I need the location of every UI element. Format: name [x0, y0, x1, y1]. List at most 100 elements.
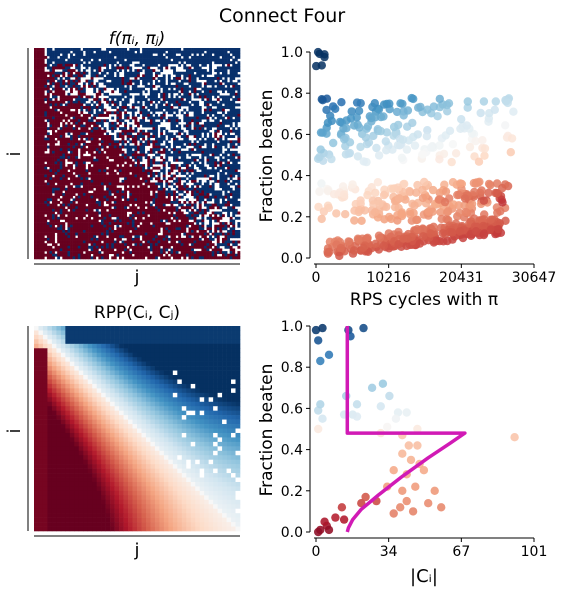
- f-heatmap-cell: [34, 237, 37, 241]
- f-heatmap-cell: [234, 140, 238, 144]
- f-heatmap-cell: [175, 142, 179, 146]
- f-heatmap-cell: [157, 245, 161, 249]
- f-heatmap-cell: [139, 108, 143, 112]
- f-heatmap-cell: [113, 100, 117, 104]
- f-heatmap-cell: [57, 74, 61, 78]
- f-heatmap-cell: [170, 211, 174, 215]
- f-heatmap-cell: [134, 156, 138, 160]
- f-heatmap-cell: [129, 219, 133, 223]
- f-heatmap-cell: [162, 235, 166, 239]
- f-heatmap-cell: [191, 61, 194, 65]
- f-heatmap-cell: [175, 227, 179, 231]
- f-heatmap-cell: [85, 248, 89, 252]
- f-heatmap-cell: [152, 132, 156, 136]
- f-heatmap-cell: [214, 119, 218, 123]
- f-heatmap-cell: [191, 50, 194, 54]
- f-heatmap-cell: [85, 182, 89, 186]
- f-heatmap-cell: [54, 113, 58, 117]
- f-heatmap-cell: [147, 71, 151, 75]
- f-heatmap-cell: [170, 153, 174, 157]
- f-heatmap-cell: [162, 158, 166, 162]
- f-heatmap-cell: [106, 190, 109, 194]
- f-heatmap-cell: [211, 216, 215, 220]
- f-heatmap-cell: [162, 95, 166, 99]
- f-heatmap-cell: [155, 129, 158, 133]
- f-heatmap-cell: [100, 190, 104, 194]
- f-heatmap-cell: [113, 198, 117, 202]
- f-heatmap-cell: [111, 166, 115, 170]
- f-heatmap-panel: f(πᵢ, πⱼ) j i: [4, 29, 241, 288]
- f-heatmap-cell: [232, 166, 236, 170]
- f-heatmap-cell: [118, 243, 122, 247]
- f-heatmap-cell: [75, 187, 79, 191]
- f-heatmap-cell: [193, 161, 197, 165]
- f-heatmap-cell: [221, 129, 225, 133]
- f-heatmap-cell: [44, 219, 48, 223]
- f-heatmap-cell: [198, 174, 202, 178]
- f-heatmap-cell: [88, 164, 91, 167]
- f-heatmap-cell: [170, 55, 174, 59]
- f-heatmap-cell: [49, 50, 53, 54]
- f-heatmap-cell: [229, 121, 233, 125]
- f-heatmap-cell: [198, 92, 202, 96]
- f-heatmap-cell: [52, 182, 55, 186]
- f-heatmap-cell: [98, 227, 102, 231]
- f-heatmap-cell: [111, 198, 115, 202]
- f-heatmap-cell: [142, 132, 146, 136]
- f-heatmap-cell: [72, 179, 76, 183]
- f-heatmap-cell: [85, 195, 89, 199]
- f-heatmap-cell: [157, 206, 161, 210]
- f-heatmap-cell: [152, 106, 156, 109]
- f-heatmap-cell: [41, 208, 45, 212]
- f-heatmap-cell: [203, 251, 207, 255]
- f-heatmap-cell: [75, 177, 79, 181]
- f-heatmap-cell: [124, 187, 128, 191]
- f-heatmap-cell: [183, 87, 187, 91]
- f-heatmap-cell: [134, 251, 138, 255]
- f-heatmap-cell: [41, 187, 45, 191]
- f-heatmap-cell: [232, 69, 236, 73]
- f-heatmap-cell: [193, 229, 197, 233]
- f-heatmap-cell: [49, 245, 53, 249]
- f-heatmap-cell: [227, 224, 231, 228]
- f-heatmap-cell: [183, 243, 187, 247]
- f-heatmap-cell: [173, 100, 176, 104]
- f-heatmap-cell: [237, 235, 241, 239]
- f-heatmap-cell: [52, 195, 55, 199]
- f-heatmap-cell: [49, 158, 53, 162]
- f-heatmap-cell: [137, 229, 140, 233]
- f-heatmap-cell: [139, 153, 143, 157]
- f-heatmap-cell: [95, 179, 99, 183]
- f-heatmap-cell: [41, 190, 45, 194]
- f-heatmap-cell: [44, 185, 48, 189]
- f-heatmap-cell: [70, 140, 73, 144]
- f-heatmap-cell: [234, 55, 238, 59]
- f-heatmap-cell: [46, 158, 50, 162]
- f-heatmap-cell: [232, 179, 236, 183]
- f-heatmap-cell: [227, 55, 231, 59]
- f-heatmap-cell: [183, 171, 187, 175]
- f-heatmap-cell: [232, 174, 236, 178]
- f-heatmap-cell: [183, 71, 187, 75]
- f-heatmap-cell: [82, 227, 86, 231]
- f-heatmap-cell: [108, 100, 112, 104]
- f-heatmap-cell: [219, 116, 223, 120]
- f-heatmap-cell: [237, 174, 241, 178]
- f-heatmap-cell: [41, 50, 45, 54]
- f-heatmap-cell: [95, 219, 99, 223]
- f-heatmap-cell: [54, 253, 58, 257]
- f-heatmap-cell: [229, 198, 233, 202]
- f-heatmap-cell: [216, 58, 220, 62]
- f-heatmap-cell: [100, 203, 104, 207]
- f-heatmap-cell: [149, 185, 153, 189]
- f-heatmap-cell: [44, 87, 48, 91]
- f-heatmap-cell: [88, 174, 91, 178]
- f-heatmap-cell: [44, 248, 48, 252]
- f-heatmap-cell: [178, 243, 182, 247]
- f-heatmap-cell: [118, 116, 122, 120]
- f-heatmap-cell: [170, 87, 174, 91]
- f-heatmap-cell: [134, 77, 138, 80]
- f-heatmap-cell: [75, 103, 79, 107]
- f-heatmap-cell: [191, 63, 194, 67]
- f-heatmap-cell: [129, 153, 133, 157]
